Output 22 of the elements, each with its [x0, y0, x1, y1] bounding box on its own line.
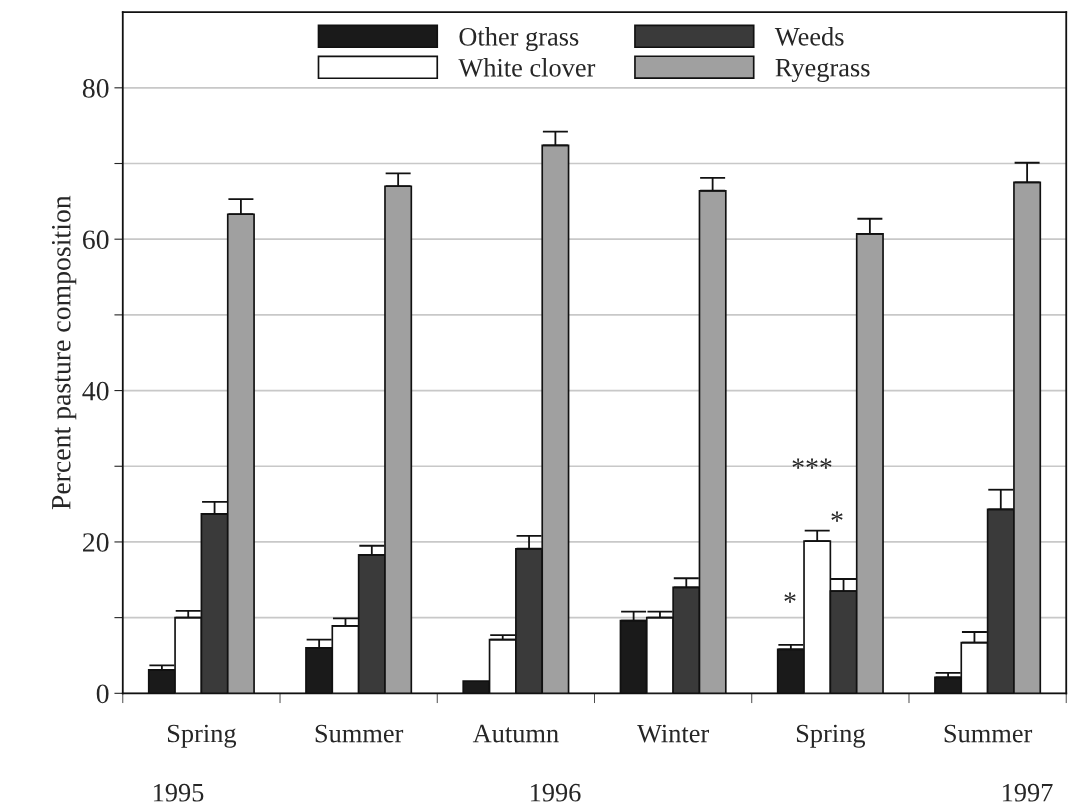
- text: 1997: [1002, 783, 1053, 802]
- y-tick-label: 20: [83, 533, 109, 552]
- text: 1995: [153, 783, 204, 802]
- x-tick-label: Spring: [796, 724, 866, 748]
- legend-label: Ryegrass: [775, 59, 870, 83]
- annotation: *: [784, 592, 796, 603]
- annotation: ***: [792, 458, 832, 469]
- y-axis-title: Percent pasture composition: [51, 195, 77, 510]
- y-tick-label: 60: [83, 230, 109, 250]
- text: 1996: [530, 783, 581, 802]
- x-tick-label: Spring: [167, 724, 237, 748]
- x-tick-label: Autumn: [472, 724, 559, 743]
- y-tick-label: 40: [82, 381, 109, 401]
- annotation: *: [831, 511, 843, 522]
- y-tick-label: 0: [96, 684, 109, 704]
- legend-label: Other grass: [459, 27, 579, 52]
- legend-label: Weeds: [774, 27, 844, 46]
- legend-label: White clover: [458, 58, 596, 77]
- x-tick-label: Summer: [315, 724, 404, 743]
- x-tick-label: Summer: [944, 724, 1033, 743]
- x-tick-label: Winter: [637, 724, 709, 743]
- y-tick-label: 80: [82, 78, 109, 98]
